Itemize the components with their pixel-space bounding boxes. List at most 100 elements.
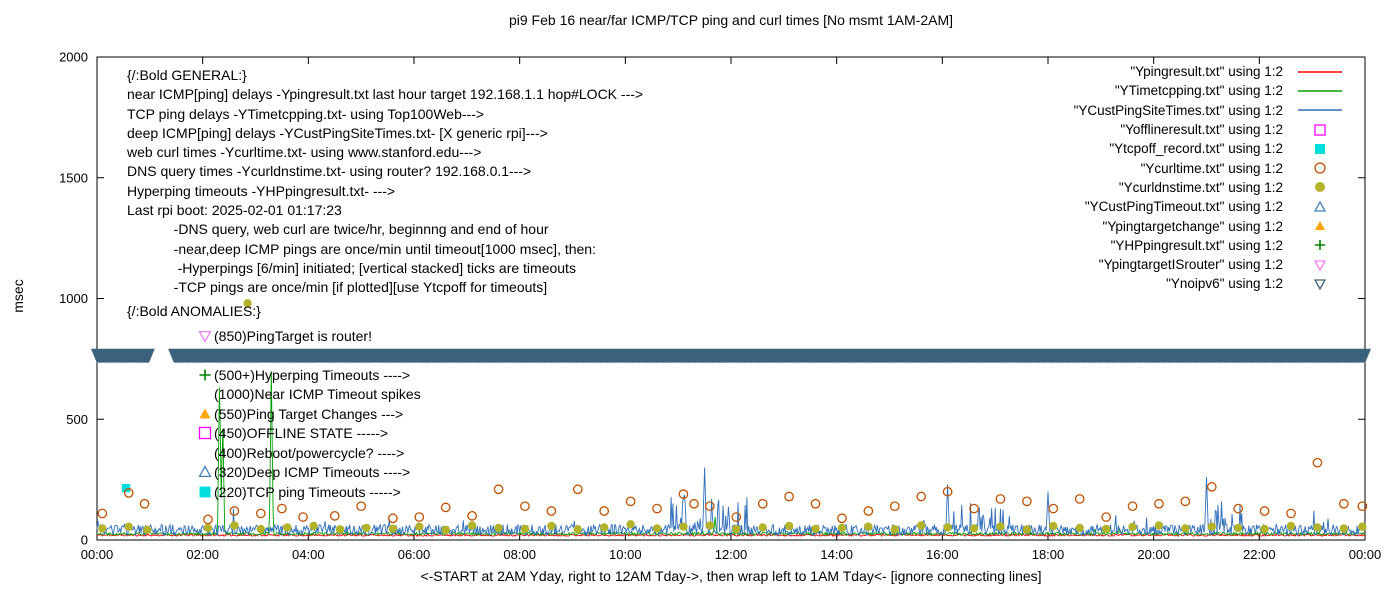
no-marker-icon	[197, 385, 213, 403]
anomaly-text: (500+)Hyperping Timeouts ---->	[214, 366, 411, 383]
anomaly-item: (1000)Near ICMP Timeout spikes	[197, 385, 421, 405]
legend-label: "YpingtargetISrouter" using 1:2	[1098, 257, 1283, 273]
general-annotation-line: {/:Bold GENERAL:}	[127, 67, 247, 83]
general-annotation-line: web curl times -Ycurltime.txt- using www…	[127, 144, 482, 161]
no-marker-icon	[197, 346, 213, 364]
legend-item: "YCustPingSiteTimes.txt" using 1:2	[1074, 101, 1347, 120]
x-tick-label: 12:00	[715, 547, 748, 562]
chart-title: pi9 Feb 16 near/far ICMP/TCP ping and cu…	[508, 12, 953, 28]
anomalies-header: {/:Bold ANOMALIES:}	[127, 303, 261, 319]
legend-label: "Ytcpoff_record.txt" using 1:2	[1109, 141, 1283, 157]
anomaly-item: (400)Reboot/powercycle? ---->	[197, 443, 421, 463]
y-tick-label: 500	[66, 412, 88, 427]
data-points	[121, 483, 131, 493]
legend-item: "Yofflineresult.txt" using 1:2	[1074, 120, 1347, 139]
anomaly-text: (320)Deep ICMP Timeouts ---->	[214, 464, 411, 481]
filled-triangle-up-marker-icon	[199, 408, 211, 419]
legend-sample-open-square-icon	[1314, 123, 1326, 136]
legend-sample-line-icon	[1298, 90, 1342, 92]
anomaly-item: (850)PingTarget is router!	[197, 326, 421, 346]
legend-sample-line-icon	[1298, 70, 1342, 73]
noipv6-band	[91, 348, 1371, 364]
legend-sample-filled-square-icon	[1315, 143, 1325, 154]
general-annotation-line: -TCP pings are once/min [if plotted][use…	[127, 279, 548, 296]
anomaly-text: (550)Ping Target Changes --->	[214, 405, 404, 422]
x-axis-label: <-START at 2AM Yday, right to 12AM Tday-…	[420, 568, 1042, 584]
x-tick-label: 16:00	[926, 547, 959, 562]
data-points	[97, 457, 1368, 525]
legend-label: "Ycurltime.txt" using 1:2	[1140, 160, 1283, 176]
legend-item: "Ycurltime.txt" using 1:2	[1074, 158, 1347, 177]
general-annotation-line: DNS query times -Ycurldnstime.txt- using…	[127, 163, 532, 180]
legend-item: "Ypingresult.txt" using 1:2	[1074, 62, 1347, 81]
y-axis-label: msec	[10, 279, 26, 313]
legend-item: "Ytcpoff_record.txt" using 1:2	[1074, 139, 1347, 158]
x-tick-label: 22:00	[1243, 547, 1276, 562]
chart-legend: "Ypingresult.txt" using 1:2 "YTimetcpping…	[1074, 62, 1347, 294]
x-tick-label: 02:00	[186, 547, 219, 562]
legend-item: "YHPpingresult.txt" using 1:2	[1074, 236, 1347, 255]
no-marker-icon	[197, 444, 213, 462]
x-tick-label: 04:00	[292, 547, 325, 562]
legend-label: "Ycurldnstime.txt" using 1:2	[1118, 179, 1283, 195]
legend-label: "Ypingtargetchange" using 1:2	[1102, 218, 1283, 234]
x-tick-label: 00:00	[81, 547, 114, 562]
y-tick-label: 1500	[59, 170, 88, 185]
general-annotation-line: Hyperping timeouts -YHPpingresult.txt- -…	[127, 182, 396, 199]
legend-item: "YTimetcpping.txt" using 1:2	[1074, 81, 1347, 100]
anomaly-item: (500+)Hyperping Timeouts ---->	[197, 365, 421, 385]
general-annotation-line: -near,deep ICMP pings are once/min until…	[127, 240, 596, 257]
legend-label: "YHPpingresult.txt" using 1:2	[1110, 237, 1283, 253]
filled-square-marker-icon	[199, 486, 211, 498]
general-annotation-block: {/:Bold GENERAL:} near ICMP[ping] delays …	[127, 66, 643, 298]
x-tick-label: 14:00	[820, 547, 853, 562]
anomaly-text: (850)PingTarget is router!	[214, 327, 372, 344]
data-line	[96, 467, 1366, 537]
legend-item: "YCustPingTimeout.txt" using 1:2	[1074, 197, 1347, 216]
anomalies-list: (850)PingTarget is router! (500+)Hyperpin…	[197, 326, 421, 502]
open-triangle-down-marker-icon	[198, 330, 212, 343]
y-tick-label: 1000	[59, 291, 88, 306]
legend-label: "YTimetcpping.txt" using 1:2	[1114, 83, 1283, 99]
anomaly-text: (1000)Near ICMP Timeout spikes	[214, 386, 421, 403]
x-tick-label: 08:00	[503, 547, 536, 562]
anomaly-text: (220)TCP ping Timeouts ----->	[214, 483, 401, 500]
anomaly-text: (400)Reboot/powercycle? ---->	[214, 444, 405, 461]
anomaly-item: (220)TCP ping Timeouts ----->	[197, 482, 421, 502]
anomaly-text: (450)OFFLINE STATE ----->	[214, 425, 389, 442]
legend-item: "Ypingtargetchange" using 1:2	[1074, 216, 1347, 235]
legend-sample-open-triangle-up-icon	[1313, 200, 1327, 212]
open-square-marker-icon	[198, 427, 212, 440]
anomaly-item: (550)Ping Target Changes --->	[197, 404, 421, 424]
legend-sample-filled-circle-icon	[1315, 182, 1325, 193]
y-tick-label: 0	[81, 533, 88, 548]
legend-sample-open-circle-icon	[1314, 162, 1326, 174]
x-tick-label: 00:00	[1349, 547, 1382, 562]
general-annotation-line: -DNS query, web curl are twice/hr, begin…	[127, 221, 549, 238]
plus-marker-icon	[199, 369, 211, 381]
legend-sample-filled-triangle-up-icon	[1315, 221, 1325, 231]
legend-item: "YpingtargetISrouter" using 1:2	[1074, 255, 1347, 274]
legend-label: "Ypingresult.txt" using 1:2	[1130, 64, 1283, 80]
open-triangle-up-marker-icon	[198, 465, 212, 478]
legend-label: "YCustPingSiteTimes.txt" using 1:2	[1073, 102, 1283, 118]
legend-sample-line-icon	[1298, 109, 1342, 112]
data-points	[98, 299, 1367, 535]
general-annotation-line: deep ICMP[ping] delays -YCustPingSiteTim…	[127, 124, 548, 141]
anomaly-item	[197, 346, 421, 366]
general-annotation-line: near ICMP[ping] delays -Ypingresult.txt …	[127, 86, 644, 103]
general-annotation-line: TCP ping delays -YTimetcpping.txt- using…	[127, 105, 485, 122]
general-annotation-line: -Hyperpings [6/min] initiated; [vertical…	[127, 259, 576, 276]
anomaly-item: (450)OFFLINE STATE ----->	[197, 424, 421, 444]
legend-item: "Ynoipv6" using 1:2	[1074, 274, 1347, 293]
legend-label: "Ynoipv6" using 1:2	[1166, 276, 1283, 292]
legend-label: "Yofflineresult.txt" using 1:2	[1120, 122, 1283, 138]
x-tick-label: 20:00	[1137, 547, 1170, 562]
x-tick-label: 18:00	[1032, 547, 1065, 562]
y-tick-label: 2000	[59, 50, 88, 65]
legend-sample-plus-icon	[1315, 240, 1325, 251]
legend-label: "YCustPingTimeout.txt" using 1:2	[1084, 199, 1283, 215]
legend-sample-open-triangle-down-icon	[1313, 259, 1327, 271]
